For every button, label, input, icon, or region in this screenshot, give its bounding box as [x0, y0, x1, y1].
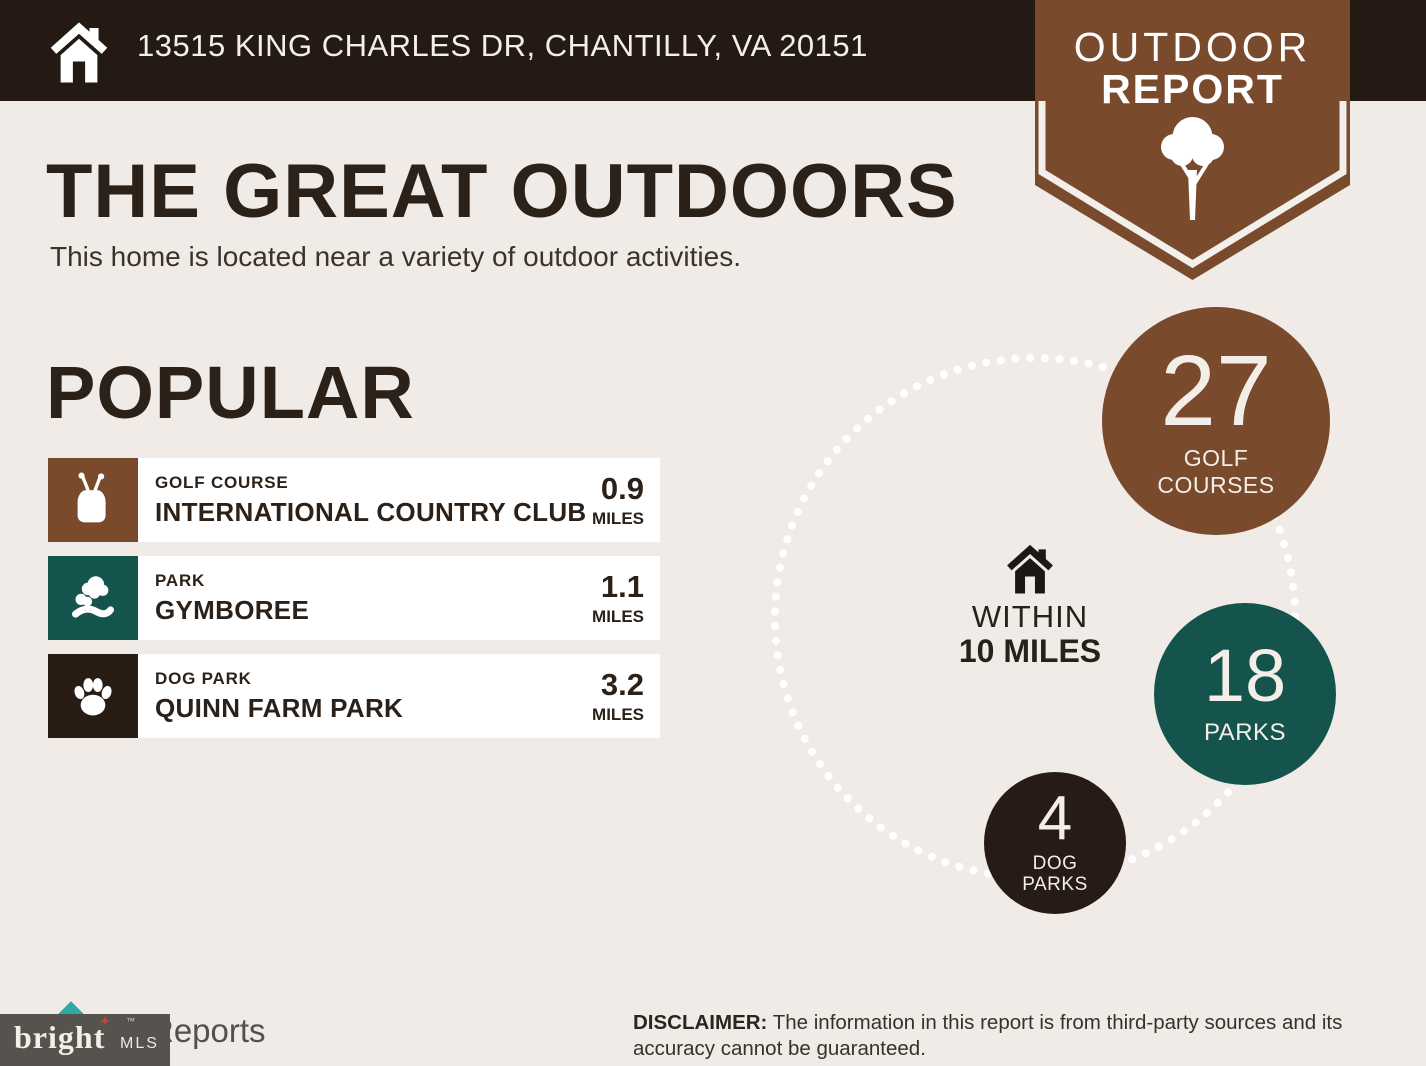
stat-label: PARKS: [1203, 719, 1287, 747]
poi-category: GOLF COURSE: [155, 473, 289, 492]
badge-title-line2: REPORT: [1101, 66, 1284, 112]
page-title: THE GREAT OUTDOORS: [46, 149, 958, 234]
stat-label: DOG PARKS: [1022, 852, 1088, 896]
list-item-dog-park: DOG PARK QUINN FARM PARK 3.2 MILES: [48, 654, 660, 738]
outdoor-report-badge: [1035, 0, 1350, 280]
stat-circle-parks: 18 PARKS: [1154, 603, 1336, 785]
stat-circle-dog-parks: 4 DOG PARKS: [984, 772, 1126, 914]
poi-category: PARK: [155, 571, 206, 590]
poi-name: INTERNATIONAL COUNTRY CLUB: [155, 497, 587, 527]
list-item-park: PARK GYMBOREE 1.1 MILES: [48, 556, 660, 640]
poi-distance: 3.2: [600, 667, 644, 702]
dog-paw-icon: [48, 654, 138, 738]
popular-heading: POPULAR: [46, 351, 415, 434]
list-item-golf-course: GOLF COURSE INTERNATIONAL COUNTRY CLUB 0…: [48, 458, 660, 542]
stat-value: 4: [1037, 783, 1073, 853]
property-address: 13515 KING CHARLES DR, CHANTILLY, VA 201…: [137, 28, 868, 63]
star-icon: ✦: [99, 1013, 111, 1029]
within-label: WITHIN: [971, 599, 1089, 634]
tree-icon: [1161, 117, 1224, 220]
poi-distance: 1.1: [600, 569, 644, 604]
trademark-symbol: ™: [126, 1016, 135, 1026]
mls-wordmark: MLS: [120, 1035, 159, 1052]
poi-distance-unit: MILES: [592, 705, 644, 724]
golf-bag-icon: [48, 458, 138, 542]
poi-distance: 0.9: [600, 471, 644, 506]
poi-category: DOG PARK: [155, 669, 252, 688]
disclaimer-label: DISCLAIMER:: [633, 1011, 768, 1034]
within-distance-label: 10 MILES: [958, 633, 1102, 669]
bright-mls-logo: bright ✦ ™ MLS: [0, 1013, 170, 1066]
park-trees-icon: [48, 556, 138, 640]
stat-value: 27: [1160, 335, 1272, 448]
stat-value: 18: [1203, 634, 1287, 718]
poi-name: GYMBOREE: [155, 595, 310, 625]
page-subtitle: This home is located near a variety of o…: [50, 241, 742, 272]
home-marker-icon: [1007, 544, 1053, 594]
stat-circle-golf-courses: 27 GOLF COURSES: [1102, 307, 1330, 535]
stat-label: GOLF COURSES: [1157, 445, 1275, 498]
poi-distance-unit: MILES: [592, 509, 644, 528]
bright-wordmark: bright: [14, 1019, 106, 1055]
poi-distance-unit: MILES: [592, 607, 644, 626]
disclaimer-text: DISCLAIMER: The information in this repo…: [633, 1011, 1343, 1061]
poi-name: QUINN FARM PARK: [155, 693, 404, 723]
home-icon: [50, 22, 108, 83]
badge-title-line1: OUTDOOR: [1073, 24, 1312, 70]
